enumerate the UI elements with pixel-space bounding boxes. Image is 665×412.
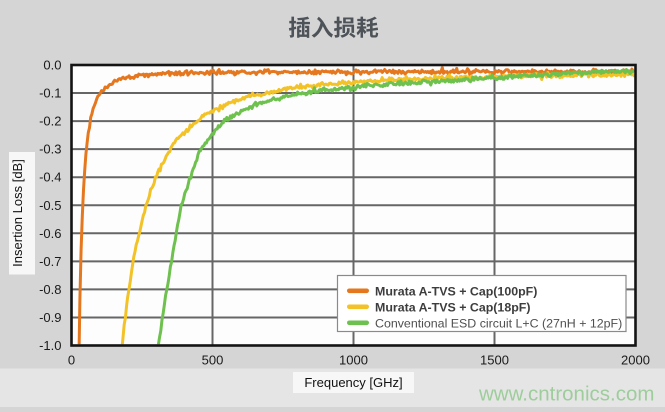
svg-text:-1.0: -1.0 (39, 338, 61, 353)
svg-text:-0.1: -0.1 (39, 86, 61, 101)
svg-text:500: 500 (202, 353, 224, 368)
svg-text:-0.9: -0.9 (39, 310, 61, 325)
svg-text:1500: 1500 (480, 353, 509, 368)
svg-text:www.cntronics.com: www.cntronics.com (478, 383, 654, 406)
svg-text:-0.7: -0.7 (39, 254, 61, 269)
svg-text:-0.4: -0.4 (39, 170, 61, 185)
svg-text:-0.6: -0.6 (39, 226, 61, 241)
svg-text:1000: 1000 (339, 353, 368, 368)
svg-text:-0.5: -0.5 (39, 198, 61, 213)
svg-text:-0.2: -0.2 (39, 114, 61, 129)
svg-text:Insertion Loss [dB]: Insertion Loss [dB] (10, 159, 25, 267)
svg-text:Murata A-TVS + Cap(100pF): Murata A-TVS + Cap(100pF) (375, 285, 537, 299)
svg-text:Murata A-TVS + Cap(18pF): Murata A-TVS + Cap(18pF) (375, 301, 530, 315)
svg-text:Frequency [GHz]: Frequency [GHz] (304, 375, 402, 390)
svg-text:-0.8: -0.8 (39, 282, 61, 297)
svg-text:2000: 2000 (621, 353, 650, 368)
svg-text:0.0: 0.0 (43, 58, 61, 73)
svg-text:0: 0 (68, 353, 75, 368)
svg-text:-0.3: -0.3 (39, 142, 61, 157)
svg-text:Conventional ESD circuit L+C (: Conventional ESD circuit L+C (27nH + 12p… (375, 317, 622, 331)
